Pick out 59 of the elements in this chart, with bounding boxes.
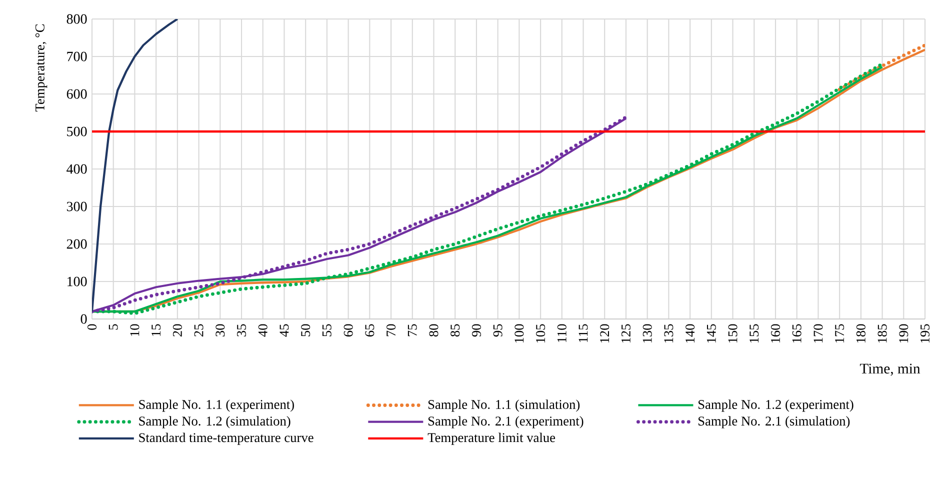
legend-label: Sample No. 2.1 (simulation) <box>698 416 850 428</box>
y-tick-label: 300 <box>66 202 87 212</box>
legend-label: Sample No. 1.2 (experiment) <box>698 400 854 412</box>
x-tick-label: 105 <box>536 324 546 343</box>
x-tick-label: 145 <box>706 324 716 343</box>
x-tick-label: 85 <box>450 324 460 337</box>
x-tick-label: 165 <box>792 324 802 343</box>
x-tick-label: 50 <box>301 324 310 336</box>
legend-label: Standard time-temperature curve <box>139 432 314 445</box>
x-tick-label: 190 <box>899 324 908 343</box>
x-tick-label: 150 <box>728 324 738 343</box>
x-axis-title: Time, min <box>860 364 920 376</box>
x-tick-label: 95 <box>493 324 502 337</box>
legend-label: Temperature limit value <box>428 432 556 445</box>
x-tick-label: 130 <box>642 324 652 343</box>
x-tick-label: 60 <box>344 324 353 336</box>
y-tick-label: 800 <box>66 14 87 24</box>
x-tick-label: 20 <box>172 324 182 336</box>
x-tick-label: 35 <box>237 324 246 336</box>
x-tick-label: 80 <box>429 324 438 337</box>
y-tick-label: 200 <box>66 239 87 249</box>
x-tick-label: 120 <box>600 324 610 343</box>
legend-label: Sample No. 1.1 (experiment) <box>139 400 294 412</box>
y-tick-label: 600 <box>66 89 87 99</box>
y-tick-label: 500 <box>67 126 87 136</box>
y-axis-title: Temperature, °C <box>35 24 48 112</box>
x-tick-label: 170 <box>814 324 823 343</box>
x-tick-label: 180 <box>856 324 866 343</box>
x-tick-label: 65 <box>365 324 374 336</box>
x-tick-label: 160 <box>770 324 780 343</box>
x-tick-label: 140 <box>686 324 695 343</box>
x-tick-label: 90 <box>472 324 481 337</box>
y-tick-label: 400 <box>66 164 87 174</box>
y-tick-label: 700 <box>67 52 87 62</box>
x-tick-label: 135 <box>664 324 674 343</box>
x-tick-label: 75 <box>408 324 417 336</box>
x-tick-label: 125 <box>622 324 630 343</box>
legend-label: Sample No. 1.1 (simulation) <box>428 400 580 412</box>
y-tick-label: 100 <box>68 276 87 286</box>
line-series <box>92 19 179 313</box>
x-tick-label: 70 <box>386 324 396 336</box>
x-tick-label: 40 <box>258 324 268 337</box>
x-tick-label: 5 <box>108 324 118 330</box>
x-tick-label: 195 <box>920 324 930 343</box>
x-tick-label: 55 <box>322 324 332 336</box>
x-tick-label: 45 <box>280 324 289 337</box>
x-tick-label: 30 <box>216 324 225 336</box>
x-tick-label: 15 <box>152 324 161 336</box>
x-tick-label: 155 <box>750 324 759 343</box>
legend-label: Sample No. 2.1 (experiment) <box>428 416 584 428</box>
x-tick-label: 115 <box>578 324 588 342</box>
x-tick-label: 10 <box>130 324 140 336</box>
x-tick-label: 100 <box>514 324 524 343</box>
x-tick-label: 110 <box>557 324 566 342</box>
x-tick-label: 25 <box>194 324 204 336</box>
x-tick-label: 185 <box>878 324 887 343</box>
x-tick-label: 0 <box>88 324 96 330</box>
legend-label: Sample No. 1.2 (simulation) <box>139 416 290 428</box>
x-tick-label: 175 <box>835 324 844 343</box>
